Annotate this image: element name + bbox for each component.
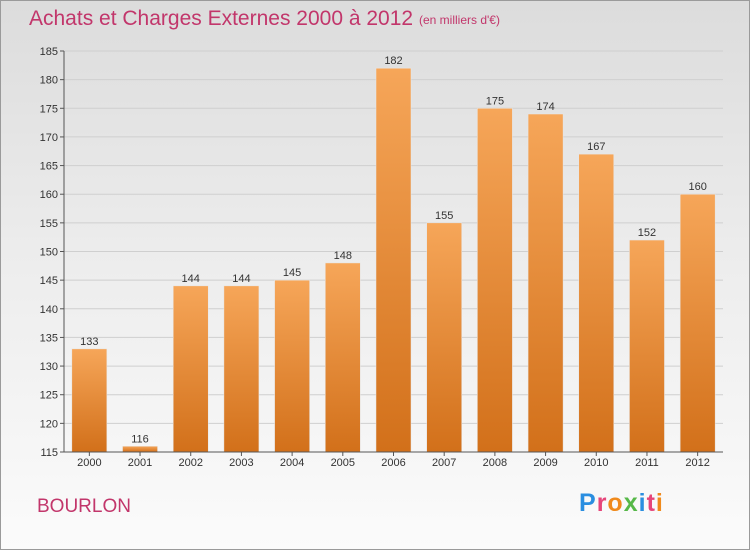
logo-letter: P [579, 489, 597, 517]
bar-2005 [325, 262, 361, 453]
bar-2006 [375, 67, 412, 453]
y-tick-label: 185 [40, 46, 58, 58]
axis-layer: 115 120 125 130 135 140 145 150 155 160 165 170 175 1… [40, 46, 723, 459]
chart-subtitle: (en milliers d'€) [419, 13, 500, 27]
data-label-2004: 145 [283, 267, 301, 279]
data-label-2009: 174 [536, 101, 554, 113]
y-tick-label: 115 [40, 447, 58, 459]
logo-letter: x [623, 489, 639, 517]
data-label-2008: 175 [486, 95, 504, 107]
y-tick-label: 155 [40, 218, 58, 230]
bar-2004 [274, 279, 310, 453]
x-tick-label-2000: 2000 [77, 457, 101, 469]
x-tick-label-2005: 2005 [331, 457, 355, 469]
logo-letter: i [638, 489, 647, 517]
data-label-2006: 182 [384, 55, 402, 67]
data-label-2010: 167 [587, 141, 605, 153]
y-tick-label: 165 [40, 161, 58, 173]
bar-2002 [172, 285, 209, 453]
y-tick-label: 145 [40, 275, 58, 287]
bar-2012 [679, 193, 716, 453]
data-label-2007: 155 [435, 210, 453, 222]
data-label-2001: 116 [131, 433, 149, 445]
logo-letter: o [607, 489, 624, 517]
place-name: BOURLON [37, 496, 131, 517]
x-tick-label-2002: 2002 [178, 457, 202, 469]
data-label-2000: 133 [80, 336, 98, 348]
x-tick-label-2003: 2003 [229, 457, 253, 469]
logo-letter: i [655, 489, 664, 517]
bar-2000 [71, 348, 108, 453]
x-tick-label-2010: 2010 [584, 457, 608, 469]
y-tick-label: 120 [40, 418, 58, 430]
bar-2001 [122, 446, 158, 453]
y-tick-label: 140 [40, 304, 58, 316]
y-tick-label: 160 [40, 189, 58, 201]
y-tick-label: 130 [40, 361, 58, 373]
bar-2009 [527, 113, 564, 453]
y-tick-label: 180 [40, 75, 58, 87]
logo-letter: t [646, 489, 656, 517]
y-tick-label: 135 [40, 332, 58, 344]
proxiti-logo: Proxiti [579, 489, 664, 518]
x-tick-label-2006: 2006 [381, 457, 405, 469]
x-tick-label-2008: 2008 [483, 457, 507, 469]
y-tick-label: 175 [40, 103, 58, 115]
x-tick-label-2012: 2012 [685, 457, 709, 469]
data-label-2003: 144 [232, 273, 250, 285]
logo-letter: r [596, 489, 608, 517]
data-label-2005: 148 [334, 250, 352, 262]
bar-layer [71, 67, 716, 453]
data-label-2011: 152 [638, 227, 656, 239]
x-tick-label-2004: 2004 [280, 457, 304, 469]
x-tick-label-2011: 2011 [635, 457, 659, 469]
bar-2011 [629, 239, 665, 453]
chart-title: Achats et Charges Externes 2000 à 2012 [29, 7, 414, 30]
x-tick-label-2001: 2001 [128, 457, 152, 469]
bar-2003 [223, 285, 260, 453]
data-label-2012: 160 [688, 181, 706, 193]
y-tick-label: 170 [40, 132, 58, 144]
x-tick-label-2009: 2009 [533, 457, 557, 469]
bar-2008 [477, 108, 513, 453]
y-tick-label: 150 [40, 247, 58, 259]
bar-2007 [426, 222, 462, 453]
label-layer: 133 2000 116 2001 144 2002 144 2003 145 2004 148 20… [77, 55, 710, 469]
data-label-2002: 144 [182, 273, 200, 285]
y-tick-label: 125 [40, 390, 58, 402]
x-tick-label-2007: 2007 [432, 457, 456, 469]
bar-2010 [578, 153, 615, 453]
